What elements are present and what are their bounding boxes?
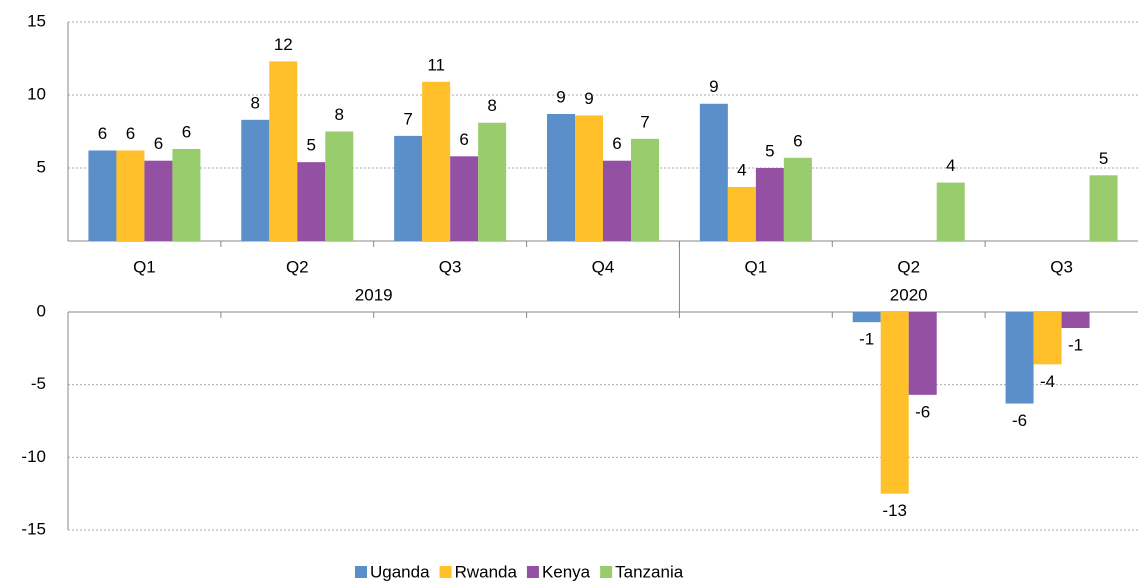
legend-label: Rwanda <box>455 562 518 581</box>
bar <box>727 186 756 241</box>
data-label: 9 <box>709 77 718 96</box>
x-tick-label: Q2 <box>286 257 309 276</box>
x-tick-label: Q3 <box>1050 257 1073 276</box>
data-label: 8 <box>251 93 260 112</box>
y-tick-label: -5 <box>31 374 46 393</box>
x-tick-label: Q2 <box>897 257 920 276</box>
legend-swatch <box>355 566 367 578</box>
legend-label: Uganda <box>370 562 430 581</box>
bar <box>547 113 575 241</box>
bar <box>880 312 909 494</box>
data-label: -13 <box>882 501 907 520</box>
data-label: -1 <box>1068 335 1083 354</box>
legend-label: Kenya <box>542 562 591 581</box>
data-label: 5 <box>765 141 774 160</box>
bar <box>1033 312 1062 365</box>
data-label: 5 <box>1099 149 1108 168</box>
bar <box>394 135 423 241</box>
bar <box>783 157 812 241</box>
data-label: 6 <box>126 124 135 143</box>
data-label: -6 <box>915 402 930 421</box>
bar <box>852 312 881 323</box>
bar <box>269 61 298 241</box>
data-label: 6 <box>182 123 191 142</box>
group-label: 2020 <box>890 285 928 304</box>
bar <box>144 160 173 241</box>
data-label: 6 <box>612 134 621 153</box>
data-label: -4 <box>1040 372 1055 391</box>
group-label: 2019 <box>355 285 393 304</box>
bar <box>478 122 507 241</box>
data-label: 11 <box>427 55 445 74</box>
bar <box>603 160 631 241</box>
bar <box>699 103 728 241</box>
data-label: 7 <box>403 109 412 128</box>
legend-swatch <box>600 566 613 578</box>
data-label: 9 <box>584 89 593 108</box>
legend-label: Tanzania <box>615 562 684 581</box>
bar <box>422 81 451 241</box>
data-label: 6 <box>459 130 468 149</box>
bar <box>116 150 145 241</box>
bar <box>631 138 659 241</box>
bar <box>172 149 201 241</box>
data-label: 9 <box>556 87 565 106</box>
y-tick-label: 15 <box>27 11 46 30</box>
x-tick-label: Q4 <box>592 257 615 276</box>
bar <box>755 168 784 241</box>
data-label: 12 <box>274 35 293 54</box>
data-label: 6 <box>98 124 107 143</box>
bar <box>325 131 354 241</box>
bar <box>936 182 965 241</box>
data-label: 5 <box>307 136 316 155</box>
y-tick-label: 10 <box>27 84 46 103</box>
legend-swatch <box>439 566 452 578</box>
data-label: 8 <box>335 105 344 124</box>
y-tick-label: -10 <box>21 447 46 466</box>
data-label: 4 <box>946 156 955 175</box>
bar <box>241 119 270 241</box>
bar <box>1005 312 1034 404</box>
data-label: 4 <box>737 160 746 179</box>
bar <box>1089 175 1118 241</box>
bar <box>1061 312 1090 328</box>
legend-swatch <box>526 566 539 578</box>
x-tick-label: Q1 <box>133 257 156 276</box>
bar <box>450 156 479 241</box>
bar <box>908 312 937 395</box>
data-label: 6 <box>793 131 802 150</box>
bar <box>575 115 603 241</box>
y-tick-label: 5 <box>37 157 46 176</box>
data-label: -1 <box>859 330 874 349</box>
x-tick-label: Q3 <box>439 257 462 276</box>
y-tick-label: 0 <box>37 301 46 320</box>
data-label: 7 <box>640 112 649 131</box>
data-label: -6 <box>1012 411 1027 430</box>
bar <box>297 162 326 241</box>
x-tick-label: Q1 <box>745 257 768 276</box>
data-label: 6 <box>154 134 163 153</box>
bar <box>88 150 117 241</box>
data-label: 8 <box>487 96 496 115</box>
y-tick-label: -15 <box>21 519 46 538</box>
